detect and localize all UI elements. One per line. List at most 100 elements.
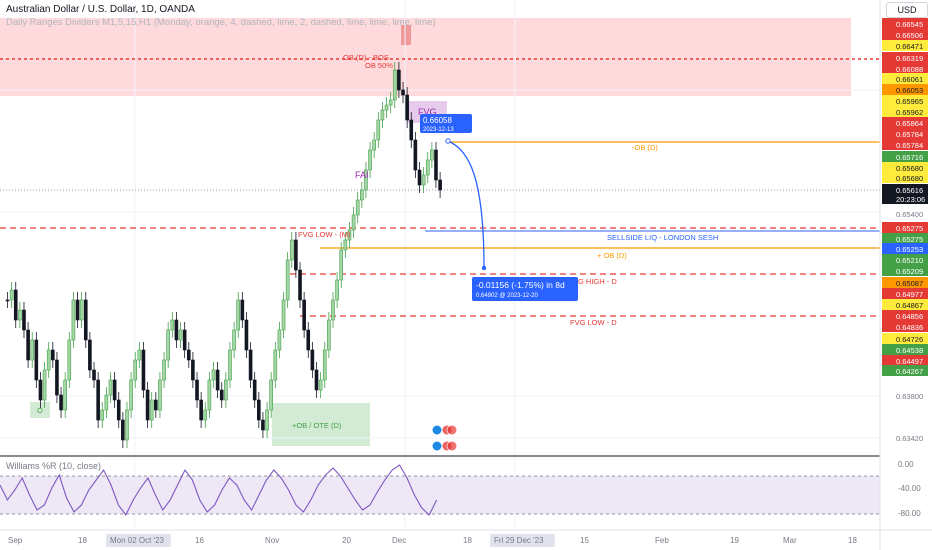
- callout-bottom-main: -0.01156 (-1.75%) in 8d: [476, 280, 565, 290]
- candle-body: [207, 379, 212, 411]
- price-label: 0.66088: [896, 65, 923, 74]
- indicator-legend[interactable]: Daily Ranges Dividers M1,5,15,H1 (Monday…: [6, 17, 436, 28]
- candle-body: [384, 104, 389, 111]
- price-label: 0.65275: [896, 224, 923, 233]
- candle-body: [67, 339, 72, 381]
- candle-body: [186, 349, 191, 361]
- price-scale[interactable]: 0.665450.665060.664710.663190.660880.660…: [882, 18, 928, 443]
- candle-body: [318, 379, 323, 391]
- price-label: 0.65210: [896, 256, 923, 265]
- candle-body: [211, 369, 216, 381]
- price-label: 20:23:06: [896, 195, 925, 204]
- candle-body: [116, 399, 121, 421]
- candle-body: [104, 394, 109, 411]
- candle-body: [314, 369, 319, 391]
- candle-body: [322, 349, 327, 381]
- candle-body: [285, 259, 290, 301]
- candle-body: [335, 279, 339, 301]
- callout-top-value: 0.66058: [423, 116, 452, 125]
- label-plus-ob: + OB (D): [597, 251, 627, 260]
- candle-body: [129, 379, 133, 411]
- price-label: 0.64538: [896, 346, 923, 355]
- candle-body: [26, 329, 30, 361]
- candle-body: [277, 329, 282, 351]
- candle-body: [224, 379, 228, 401]
- projection-arrow: [447, 140, 485, 269]
- candle-body: [273, 349, 278, 381]
- price-label: 0.64856: [896, 312, 923, 321]
- candle-body: [360, 189, 364, 201]
- candle-body: [434, 149, 438, 181]
- candle-body: [203, 409, 208, 421]
- candle-body: [100, 409, 105, 421]
- candle-body: [125, 409, 129, 441]
- candle-body: [244, 319, 249, 351]
- time-axis[interactable]: Sep 18 Mon 02 Oct '23 16 Nov 20 Dec 18 Fri 29 De…: [8, 534, 857, 547]
- price-label: 0.66319: [896, 54, 923, 63]
- price-label: 0.64836: [896, 323, 923, 332]
- candle-body: [372, 139, 376, 151]
- candles: [5, 62, 442, 448]
- label-ob-bos: OB (D) - BOS: [343, 53, 389, 62]
- candle-body: [178, 329, 183, 341]
- price-label: 0.63420: [896, 434, 923, 443]
- label-sellside: SELLSIDE LIQ - LONDON SESH: [607, 233, 718, 242]
- price-label: 0.65965: [896, 97, 923, 106]
- candle-body: [417, 169, 422, 186]
- candle-body: [257, 399, 261, 421]
- candle-body: [265, 409, 269, 431]
- candle-body: [112, 379, 117, 401]
- candle-body: [228, 349, 232, 381]
- currency-button[interactable]: USD: [886, 2, 928, 18]
- osc-level-0: 0.00: [898, 460, 914, 469]
- supply-zone: [0, 18, 851, 96]
- candle-body: [22, 309, 26, 331]
- callout-top: [420, 114, 472, 133]
- candle-body: [289, 239, 294, 261]
- candle-body: [199, 399, 203, 421]
- candle-body: [236, 299, 241, 331]
- candle-body: [430, 149, 434, 161]
- candle-body: [154, 399, 158, 411]
- candle-body: [413, 139, 418, 171]
- time-label: 20: [342, 536, 351, 545]
- candle-body: [166, 329, 170, 361]
- candle-body: [137, 349, 142, 361]
- candle-body: [240, 299, 245, 321]
- candle-body: [302, 299, 306, 331]
- candle-body: [30, 339, 35, 361]
- price-label: 0.64977: [896, 290, 923, 299]
- price-label: 0.65616: [896, 186, 923, 195]
- time-label: 18: [78, 536, 87, 545]
- label-o: O: [37, 406, 43, 415]
- time-label: 16: [195, 536, 204, 545]
- candle-body: [306, 329, 311, 351]
- price-label: 0.66471: [896, 42, 923, 51]
- o-zone: [30, 402, 50, 418]
- label-fvg: FVG: [418, 107, 437, 117]
- event-flag-icon[interactable]: [431, 440, 458, 452]
- candle-body: [376, 119, 381, 141]
- label-minus-ob: -OB (D): [632, 143, 658, 152]
- price-label: 0.66506: [896, 31, 923, 40]
- candle-body: [149, 399, 154, 421]
- price-label: 0.65864: [896, 119, 923, 128]
- candle-body: [170, 319, 175, 331]
- event-flag-icon[interactable]: [431, 424, 458, 436]
- price-label: 0.66061: [896, 75, 923, 84]
- candle-body: [327, 319, 331, 351]
- price-label: 0.65680: [896, 174, 923, 183]
- candle-body: [310, 349, 315, 371]
- price-label: 0.64267: [896, 367, 923, 376]
- candle-body: [75, 299, 80, 321]
- callout-bottom: [472, 277, 578, 301]
- candle-body: [438, 179, 442, 191]
- candle-body: [182, 329, 187, 351]
- candle-body: [108, 379, 113, 396]
- price-label: 0.65716: [896, 153, 923, 162]
- candle-body: [219, 389, 224, 401]
- candle-body: [5, 299, 10, 302]
- candle-body: [425, 159, 430, 176]
- label-fvg-low-m: FVG LOW - (M): [298, 230, 351, 239]
